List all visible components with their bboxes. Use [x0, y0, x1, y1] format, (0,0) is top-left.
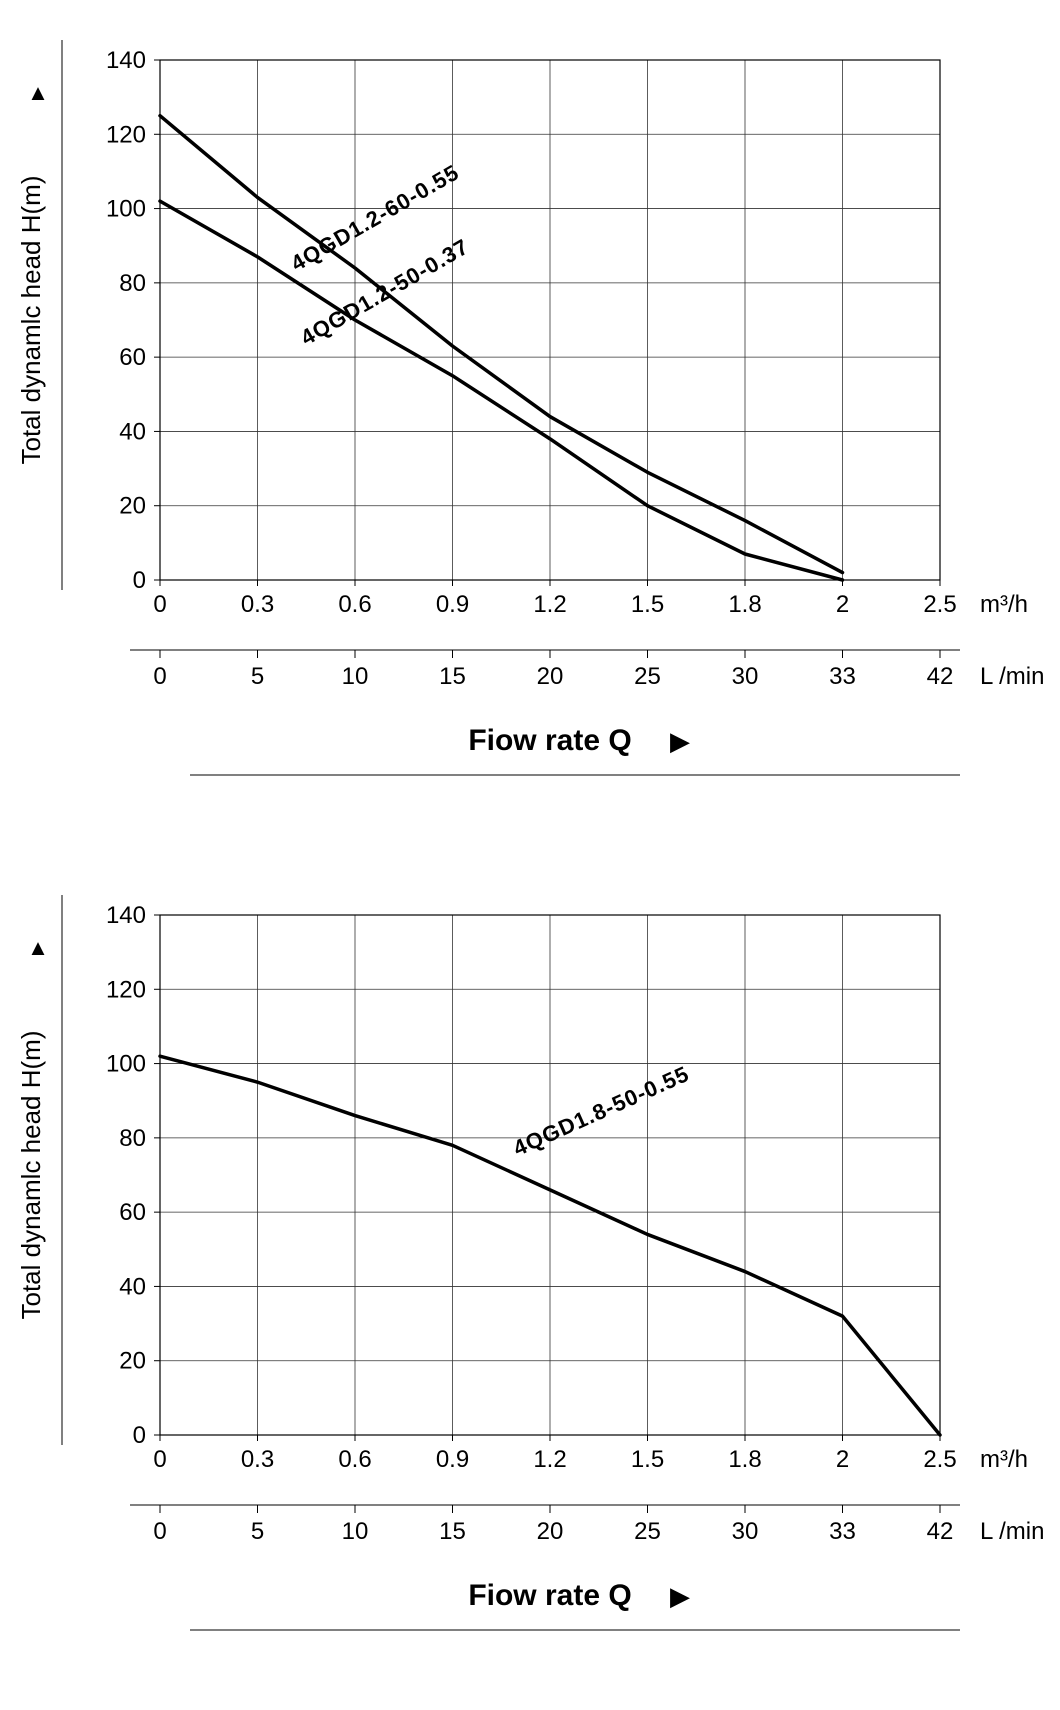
- x-tick-m3h: 1.2: [533, 591, 566, 618]
- x-tick-m3h: 0.9: [436, 1446, 469, 1473]
- x-tick-lmin: 0: [153, 1518, 166, 1545]
- y-tick-label: 80: [119, 1125, 146, 1152]
- x-tick-m3h: 0: [153, 1446, 166, 1473]
- x-axis-arrow-icon: ▶: [670, 726, 690, 756]
- x-tick-lmin: 25: [634, 1518, 661, 1545]
- x-tick-m3h: 1.5: [631, 591, 664, 618]
- x-tick-m3h: 0.3: [241, 591, 274, 618]
- x-tick-lmin: 33: [829, 1518, 856, 1545]
- x-tick-lmin: 20: [537, 1518, 564, 1545]
- x-unit-lmin: L /min: [980, 1518, 1044, 1545]
- chart-1: 02040608010012014000.30.60.91.21.51.822.…: [0, 0, 1060, 855]
- y-tick-label: 60: [119, 1199, 146, 1226]
- y-axis-label: Total dynamlc head H(m): [16, 176, 46, 465]
- x-tick-lmin: 0: [153, 663, 166, 690]
- y-axis-arrow-icon: ▲: [27, 80, 49, 105]
- x-tick-m3h: 2.5: [923, 591, 956, 618]
- y-tick-label: 100: [106, 196, 146, 223]
- chart-1-svg: 02040608010012014000.30.60.91.21.51.822.…: [0, 0, 1060, 855]
- x-tick-lmin: 30: [732, 663, 759, 690]
- x-tick-lmin: 42: [927, 1518, 954, 1545]
- chart-2: 02040608010012014000.30.60.91.21.51.822.…: [0, 855, 1060, 1710]
- x-tick-m3h: 1.5: [631, 1446, 664, 1473]
- x-tick-m3h: 1.8: [728, 1446, 761, 1473]
- y-axis-label: Total dynamlc head H(m): [16, 1031, 46, 1320]
- y-tick-label: 120: [106, 976, 146, 1003]
- x-tick-m3h: 0.6: [338, 1446, 371, 1473]
- x-tick-lmin: 15: [439, 1518, 466, 1545]
- x-tick-m3h: 2.5: [923, 1446, 956, 1473]
- x-tick-lmin: 25: [634, 663, 661, 690]
- x-axis-label: Fiow rate Q: [468, 724, 631, 757]
- y-tick-label: 20: [119, 493, 146, 520]
- y-tick-label: 140: [106, 47, 146, 74]
- x-unit-m3h: m³/h: [980, 1446, 1028, 1473]
- x-tick-lmin: 42: [927, 663, 954, 690]
- x-unit-lmin: L /min: [980, 663, 1044, 690]
- x-tick-m3h: 0.9: [436, 591, 469, 618]
- x-unit-m3h: m³/h: [980, 591, 1028, 618]
- x-tick-m3h: 1.8: [728, 591, 761, 618]
- x-tick-lmin: 30: [732, 1518, 759, 1545]
- chart-2-svg: 02040608010012014000.30.60.91.21.51.822.…: [0, 855, 1060, 1710]
- x-tick-lmin: 10: [342, 663, 369, 690]
- y-tick-label: 0: [133, 1422, 146, 1449]
- x-tick-m3h: 2: [836, 591, 849, 618]
- x-tick-lmin: 33: [829, 663, 856, 690]
- y-tick-label: 120: [106, 121, 146, 148]
- y-tick-label: 20: [119, 1348, 146, 1375]
- x-tick-m3h: 0.6: [338, 591, 371, 618]
- x-tick-lmin: 5: [251, 663, 264, 690]
- x-axis-label: Fiow rate Q: [468, 1579, 631, 1612]
- x-tick-lmin: 10: [342, 1518, 369, 1545]
- y-axis-arrow-icon: ▲: [27, 935, 49, 960]
- y-tick-label: 40: [119, 418, 146, 445]
- y-tick-label: 100: [106, 1051, 146, 1078]
- y-tick-label: 0: [133, 567, 146, 594]
- x-tick-lmin: 20: [537, 663, 564, 690]
- x-tick-m3h: 0.3: [241, 1446, 274, 1473]
- x-tick-m3h: 2: [836, 1446, 849, 1473]
- x-axis-arrow-icon: ▶: [670, 1581, 690, 1611]
- x-tick-lmin: 5: [251, 1518, 264, 1545]
- y-tick-label: 140: [106, 902, 146, 929]
- x-tick-lmin: 15: [439, 663, 466, 690]
- x-tick-m3h: 1.2: [533, 1446, 566, 1473]
- y-tick-label: 40: [119, 1273, 146, 1300]
- y-tick-label: 60: [119, 344, 146, 371]
- y-tick-label: 80: [119, 270, 146, 297]
- x-tick-m3h: 0: [153, 591, 166, 618]
